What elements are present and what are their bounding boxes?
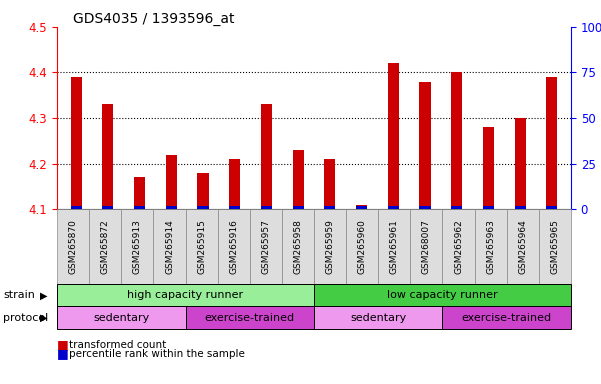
Bar	[356, 205, 367, 209]
Text: GSM265958: GSM265958	[293, 219, 302, 274]
Bar	[261, 104, 272, 209]
Bar	[134, 177, 145, 209]
Text: GSM268007: GSM268007	[422, 219, 431, 274]
Bar	[293, 150, 304, 209]
Text: GSM265959: GSM265959	[326, 219, 335, 274]
Text: GSM265960: GSM265960	[358, 219, 367, 274]
Bar	[514, 118, 526, 209]
Bar	[451, 73, 462, 209]
Text: GSM265957: GSM265957	[261, 219, 270, 274]
Text: GSM265870: GSM265870	[69, 219, 78, 274]
Text: ■: ■	[57, 338, 73, 351]
Bar	[388, 205, 399, 209]
Bar	[483, 205, 494, 209]
Bar	[261, 205, 272, 209]
Bar	[356, 205, 367, 209]
Text: GSM265964: GSM265964	[518, 219, 527, 274]
Text: ▶: ▶	[40, 290, 47, 300]
Text: GSM265965: GSM265965	[551, 219, 560, 274]
Text: GSM265962: GSM265962	[454, 219, 463, 274]
Text: low capacity runner: low capacity runner	[387, 290, 498, 300]
Bar	[166, 154, 177, 209]
Bar	[419, 205, 430, 209]
Text: sedentary: sedentary	[93, 313, 150, 323]
Text: GSM265914: GSM265914	[165, 219, 174, 274]
Text: ▶: ▶	[40, 313, 47, 323]
Bar	[166, 205, 177, 209]
Text: GSM265961: GSM265961	[390, 219, 399, 274]
Text: strain: strain	[3, 290, 35, 300]
Bar	[514, 205, 526, 209]
Bar	[546, 77, 558, 209]
Bar	[546, 205, 558, 209]
Text: GSM265963: GSM265963	[486, 219, 495, 274]
Bar	[229, 159, 240, 209]
Bar	[388, 63, 399, 209]
Bar	[325, 159, 335, 209]
Bar	[451, 205, 462, 209]
Bar	[293, 205, 304, 209]
Bar	[70, 205, 82, 209]
Bar	[483, 127, 494, 209]
Bar	[198, 173, 209, 209]
Text: sedentary: sedentary	[350, 313, 406, 323]
Text: GDS4035 / 1393596_at: GDS4035 / 1393596_at	[73, 12, 234, 26]
Text: exercise-trained: exercise-trained	[462, 313, 552, 323]
Text: exercise-trained: exercise-trained	[205, 313, 295, 323]
Text: GSM265913: GSM265913	[133, 219, 142, 274]
Bar	[102, 205, 114, 209]
Bar	[325, 205, 335, 209]
Bar	[102, 104, 114, 209]
Bar	[229, 205, 240, 209]
Text: protocol: protocol	[3, 313, 48, 323]
Text: transformed count: transformed count	[69, 340, 166, 350]
Bar	[70, 77, 82, 209]
Text: GSM265916: GSM265916	[229, 219, 238, 274]
Bar	[419, 81, 430, 209]
Text: GSM265872: GSM265872	[101, 219, 110, 274]
Text: percentile rank within the sample: percentile rank within the sample	[69, 349, 245, 359]
Bar	[134, 205, 145, 209]
Text: high capacity runner: high capacity runner	[127, 290, 243, 300]
Text: ■: ■	[57, 347, 73, 360]
Bar	[198, 205, 209, 209]
Text: GSM265915: GSM265915	[197, 219, 206, 274]
